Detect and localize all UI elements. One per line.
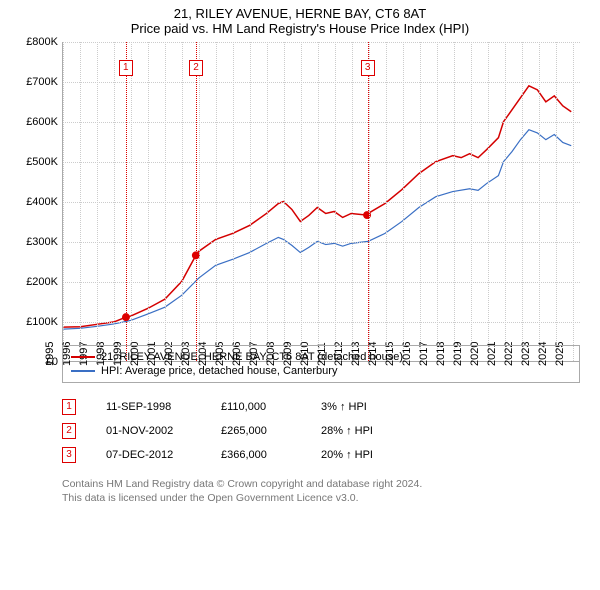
- y-axis-label: £200K: [26, 276, 58, 288]
- gridline-v: [386, 42, 387, 361]
- gridline-h: [63, 162, 580, 163]
- gridline-v: [318, 42, 319, 361]
- y-axis-label: £100K: [26, 316, 58, 328]
- footer-line: This data is licensed under the Open Gov…: [62, 491, 580, 505]
- gridline-v: [437, 42, 438, 361]
- gridline-v: [403, 42, 404, 361]
- x-axis-label: 1995: [44, 342, 56, 366]
- legend-label: 21, RILEY AVENUE, HERNE BAY, CT6 8AT (de…: [101, 351, 403, 363]
- gridline-v: [539, 42, 540, 361]
- sale-date: 01-NOV-2002: [106, 425, 191, 437]
- y-axis-label: £600K: [26, 116, 58, 128]
- gridline-h: [63, 82, 580, 83]
- sale-date: 11-SEP-1998: [106, 401, 191, 413]
- y-axis-label: £500K: [26, 156, 58, 168]
- gridline-v: [471, 42, 472, 361]
- gridline-v: [199, 42, 200, 361]
- gridline-v: [131, 42, 132, 361]
- gridline-v: [335, 42, 336, 361]
- legend-item-price-paid: 21, RILEY AVENUE, HERNE BAY, CT6 8AT (de…: [71, 350, 571, 364]
- legend-swatch: [71, 370, 95, 372]
- gridline-h: [63, 282, 580, 283]
- gridline-v: [216, 42, 217, 361]
- sale-marker: 3: [361, 60, 375, 76]
- gridline-v: [182, 42, 183, 361]
- gridline-h: [63, 322, 580, 323]
- sale-row: 1 11-SEP-1998 £110,000 3% ↑ HPI: [62, 395, 580, 419]
- sale-marker-icon: 1: [62, 399, 76, 415]
- gridline-v: [233, 42, 234, 361]
- sale-delta: 20% ↑ HPI: [321, 449, 401, 461]
- gridline-h: [63, 202, 580, 203]
- sale-price: £366,000: [221, 449, 291, 461]
- gridline-v: [97, 42, 98, 361]
- sale-delta: 3% ↑ HPI: [321, 401, 401, 413]
- sales-table: 1 11-SEP-1998 £110,000 3% ↑ HPI 2 01-NOV-2002…: [62, 395, 580, 467]
- sale-row: 2 01-NOV-2002 £265,000 28% ↑ HPI: [62, 419, 580, 443]
- gridline-v: [369, 42, 370, 361]
- legend-and-notes: 21, RILEY AVENUE, HERNE BAY, CT6 8AT (de…: [62, 345, 580, 505]
- gridline-h: [63, 242, 580, 243]
- sale-highlight-line: [196, 42, 197, 361]
- sale-date: 07-DEC-2012: [106, 449, 191, 461]
- gridline-v: [284, 42, 285, 361]
- y-axis-label: £300K: [26, 236, 58, 248]
- sale-marker: 2: [189, 60, 203, 76]
- gridline-h: [63, 42, 580, 43]
- gridline-v: [148, 42, 149, 361]
- y-axis-label: £700K: [26, 76, 58, 88]
- gridline-h: [63, 122, 580, 123]
- gridline-v: [63, 42, 64, 361]
- gridline-v: [80, 42, 81, 361]
- y-axis-label: £800K: [26, 36, 58, 48]
- legend-box: 21, RILEY AVENUE, HERNE BAY, CT6 8AT (de…: [62, 345, 580, 383]
- gridline-v: [267, 42, 268, 361]
- sale-marker-icon: 2: [62, 423, 76, 439]
- footer-attribution: Contains HM Land Registry data © Crown c…: [62, 477, 580, 505]
- legend-item-hpi: HPI: Average price, detached house, Cant…: [71, 364, 571, 378]
- gridline-v: [573, 42, 574, 361]
- gridline-v: [488, 42, 489, 361]
- sale-highlight-line: [368, 42, 369, 361]
- page-title: 21, RILEY AVENUE, HERNE BAY, CT6 8AT: [0, 0, 600, 21]
- gridline-v: [114, 42, 115, 361]
- gridline-v: [301, 42, 302, 361]
- gridline-v: [420, 42, 421, 361]
- gridline-v: [165, 42, 166, 361]
- price-chart: £0£100K£200K£300K£400K£500K£600K£700K£80…: [20, 42, 580, 397]
- sale-price: £265,000: [221, 425, 291, 437]
- page-subtitle: Price paid vs. HM Land Registry's House …: [0, 21, 600, 42]
- legend-label: HPI: Average price, detached house, Cant…: [101, 365, 337, 377]
- y-axis-label: £400K: [26, 196, 58, 208]
- sale-row: 3 07-DEC-2012 £366,000 20% ↑ HPI: [62, 443, 580, 467]
- sale-price: £110,000: [221, 401, 291, 413]
- sale-marker-icon: 3: [62, 447, 76, 463]
- sale-delta: 28% ↑ HPI: [321, 425, 401, 437]
- gridline-v: [352, 42, 353, 361]
- gridline-v: [505, 42, 506, 361]
- sale-marker: 1: [119, 60, 133, 76]
- legend-swatch: [71, 356, 95, 358]
- gridline-v: [556, 42, 557, 361]
- gridline-v: [250, 42, 251, 361]
- sale-highlight-line: [126, 42, 127, 361]
- gridline-v: [454, 42, 455, 361]
- gridline-v: [522, 42, 523, 361]
- footer-line: Contains HM Land Registry data © Crown c…: [62, 477, 580, 491]
- plot-area: 1 2 3: [62, 42, 580, 362]
